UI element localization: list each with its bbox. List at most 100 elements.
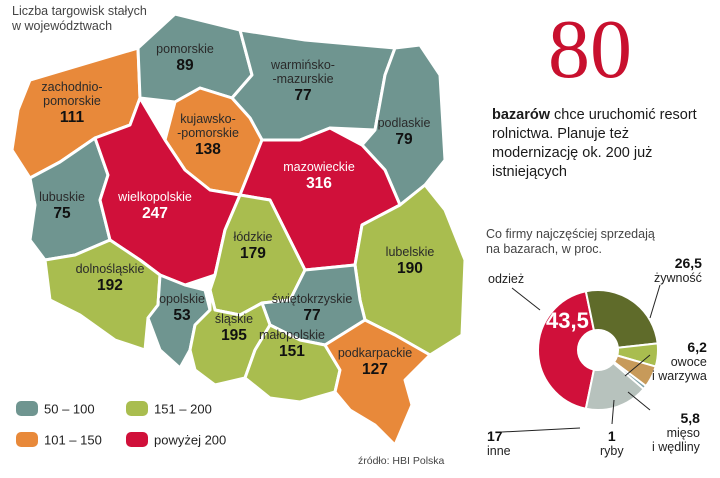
label-slaskie: śląskie 195 [215,312,253,345]
region-name-line2: -mazurskie [272,72,334,86]
label-wielkopolskie: wielkopolskie 247 [118,190,192,223]
pie-label-text: ryby [600,444,624,458]
pie-label-text: żywność [654,271,702,285]
pie-label-inne: 17 inne [487,428,511,458]
region-name-line1: kujawsko- [180,112,236,126]
pie-label-value: 1 [607,428,616,444]
label-swietokrzyskie: świętokrzyskie 77 [272,292,353,325]
region-name: wielkopolskie [118,190,192,204]
label-lubelskie: lubelskie 190 [386,245,435,278]
legend-swatch [126,401,148,417]
pie-label-value: 6,2 [687,339,707,355]
pie-slice-5 [584,361,646,411]
pie-leader-line [501,427,581,433]
pie-value-odziez: 43,5 [546,308,589,333]
legend-swatch [16,432,38,448]
label-pomorskie: pomorskie 89 [156,42,214,75]
label-dolnoslaskie: dolnośląskie 192 [76,262,145,295]
legend-item: 151 – 200 [126,400,212,418]
legend-label: 151 – 200 [154,401,212,417]
legend-item: powyżej 200 [126,431,226,449]
pie-label-owoce: 6,2 owoce i warzywa [652,339,707,383]
region-value: 190 [397,260,423,277]
region-value: 192 [97,277,123,294]
pie-title: Co firmy najczęściej sprzedają na bazara… [486,227,655,256]
region-value: 179 [240,245,266,262]
legend-label: 50 – 100 [44,401,95,417]
region-name: łódzkie [233,230,273,244]
region-name: dolnośląskie [75,262,145,276]
pie-leader-line [624,354,651,377]
region-value: 247 [142,205,168,222]
legend-swatch [126,432,148,448]
region-name: świętokrzyskie [271,292,353,306]
legend-item: 50 – 100 [16,400,95,418]
label-lodzkie: łódzkie 179 [234,230,273,263]
pie-label-value: 17 [487,428,503,444]
pie-slice-0 [537,290,596,410]
region-name: śląskie [214,312,254,326]
label-kujawsko-pomorskie: kujawsko- -pomorskie 138 [177,112,239,159]
region-name: lubelskie [385,245,435,259]
region-value: 138 [195,141,221,158]
legend-swatch [16,401,38,417]
map-title-line2: w województwach [12,19,113,33]
pie-label-mieso: 5,8 mięso i wędliny [652,410,700,454]
region-value: 79 [395,131,413,148]
legend-label: powyżej 200 [154,432,227,448]
pie-label-text-line1: mięso [666,426,700,440]
region-value: 77 [294,87,312,104]
pie-label-value: 5,8 [680,410,700,426]
region-value: 89 [176,57,194,74]
label-zachodniopomorskie: zachodnio- pomorskie 111 [41,80,102,127]
region-name: podkarpackie [337,346,413,360]
pie-label-text: odzież [488,272,525,286]
label-malopolskie: małopolskie 151 [259,328,325,361]
label-podkarpackie: podkarpackie 127 [338,346,412,379]
legend-item: 101 – 150 [16,431,102,449]
pie-label-value: 26,5 [674,255,702,271]
region-name-line2: pomorskie [43,94,101,108]
pie-leader-line [511,287,541,311]
region-podkarpackie [323,318,432,447]
region-name: pomorskie [156,42,214,56]
pie-label-odziez: odzież [488,272,524,286]
pie-leader-line [649,284,661,319]
region-name-line1: warmińsko- [271,58,335,72]
region-name: podlaskie [377,116,431,130]
big-number: 80 [548,3,632,96]
pie-label-text: inne [487,444,511,458]
region-name: opolskie [159,292,205,306]
region-value: 316 [306,175,332,192]
region-value: 75 [53,205,71,222]
region-name: mazowieckie [283,160,355,174]
region-name-line1: zachodnio- [41,80,103,94]
region-name-line2: -pomorskie [177,126,239,140]
region-value: 111 [59,109,85,126]
map-title: Liczba targowisk stałych w województwach [12,4,212,34]
legend-label: 101 – 150 [44,432,102,448]
label-podlaskie: podlaskie 79 [378,116,431,149]
pie-leader-line [627,391,651,411]
pie-slice-1 [584,289,659,349]
label-warminsko-mazurskie: warmińsko- -mazurskie 77 [271,58,335,105]
region-value: 195 [221,327,247,344]
pie-label-zywnosc: 26,5 żywność [654,255,702,285]
pie-label-text-line2: i warzywa [652,369,707,383]
pie-label-text-line1: owoce [670,355,707,369]
label-opolskie: opolskie 53 [159,292,205,325]
pie-leader-line [611,399,615,425]
region-value: 151 [279,343,305,360]
pie-label-text-line2: i wędliny [652,440,700,454]
headline-bold: bazarów [492,107,551,123]
region-value: 77 [303,307,321,324]
headline-text: bazarów chce uruchomić resort rolnictwa.… [492,106,717,182]
region-value: 53 [173,307,191,324]
map-title-line1: Liczba targowisk stałych [12,4,147,18]
pie-label-ryby: 1 ryby [600,428,624,458]
source-note: źródło: HBI Polska [358,455,445,467]
label-mazowieckie: mazowieckie 316 [283,160,355,193]
